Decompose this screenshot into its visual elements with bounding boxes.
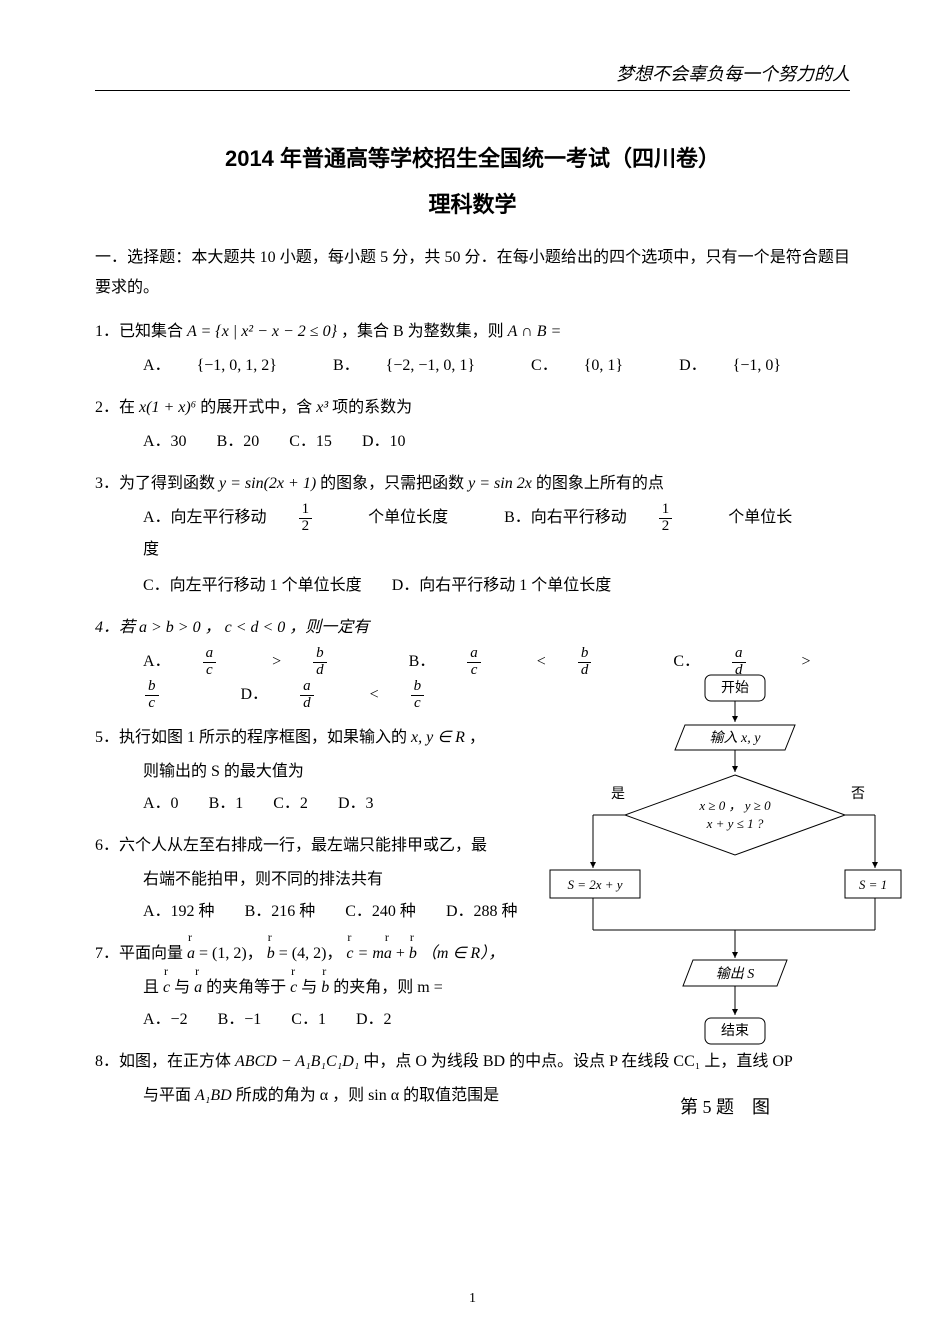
- q3-stem: 3．为了得到函数 y = sin(2x + 1) 的图象，只需把函数 y = s…: [95, 468, 850, 500]
- q3-f1: y = sin(2x + 1): [219, 475, 316, 492]
- fc-start: 开始: [721, 680, 749, 696]
- q6-optD: D．288 种: [446, 903, 518, 920]
- q6-options: A．192 种 B．216 种 C．240 种 D．288 种: [95, 896, 595, 928]
- question-5: 5．执行如图 1 所示的程序框图，如果输入的 x, y ∈ R ， 则输出的 S…: [95, 722, 595, 820]
- question-1: 1．已知集合 A = {x | x² − x − 2 ≤ 0} ，集合 B 为整…: [95, 316, 850, 382]
- q6-optC: C．240 种: [345, 903, 416, 920]
- q3-options-row1: A．向左平行移动 12 个单位长度 B．向右平行移动 12 个单位长度: [95, 502, 850, 567]
- vector-b: b: [267, 938, 275, 970]
- q7-optB: B．−1: [218, 1011, 262, 1028]
- fc-cond1: x ≥ 0 ， y ≥ 0: [698, 798, 771, 813]
- q7-stem-1: 7．平面向量 a = (1, 2)， b = (4, 2)， c = ma + …: [95, 938, 595, 970]
- q4-optD: D． ad < bc: [241, 686, 477, 703]
- q7-options: A．−2 B．−1 C．1 D．2: [95, 1004, 595, 1036]
- subject-title: 理科数学: [95, 187, 850, 219]
- q2-mid: 的展开式中，含: [200, 399, 316, 416]
- q2-optC: C．15: [289, 433, 332, 450]
- q3-pre: 3．为了得到函数: [95, 475, 219, 492]
- q7-optA: A．−2: [143, 1011, 188, 1028]
- q1-pre: 1．已知集合: [95, 323, 187, 340]
- fc-output: 输出 S: [716, 966, 755, 982]
- q5-options: A．0 B．1 C．2 D．3: [95, 788, 595, 820]
- q4-optB: B． ac < bd: [409, 653, 648, 670]
- fc-cond2: x + y ≤ 1 ?: [706, 816, 764, 831]
- q2-stem: 2．在 x(1 + x)⁶ 的展开式中，含 x³ 项的系数为: [95, 392, 850, 424]
- q1-optA: A．{−1, 0, 1, 2}: [143, 357, 303, 374]
- q3-optC: C．向左平行移动 1 个单位长度: [143, 577, 362, 594]
- q5-optC: C．2: [273, 795, 308, 812]
- fc-input: 输入 x, y: [710, 730, 762, 746]
- fc-end: 结束: [721, 1023, 749, 1039]
- q3-optA: A．向左平行移动 12 个单位长度: [143, 509, 478, 526]
- exam-title: 2014 年普通高等学校招生全国统一考试（四川卷）: [95, 141, 850, 173]
- q2-term: x³: [316, 399, 328, 416]
- q2-optB: B．20: [217, 433, 260, 450]
- q2-pre: 2．在: [95, 399, 139, 416]
- page-number: 1: [469, 1291, 476, 1307]
- q1-optD: D．{−1, 0}: [679, 357, 807, 374]
- q3-options-row2: C．向左平行移动 1 个单位长度 D．向右平行移动 1 个单位长度: [95, 570, 850, 602]
- q2-optD: D．10: [362, 433, 406, 450]
- q3-f2: y = sin 2x: [468, 475, 532, 492]
- q3-mid: 的图象，只需把函数: [320, 475, 468, 492]
- q2-post: 项的系数为: [332, 399, 412, 416]
- q1-expr: A ∩ B =: [508, 323, 562, 340]
- q6-stem-2: 右端不能拍甲，则不同的排法共有: [95, 864, 595, 896]
- flowchart-caption: 第 5 题 图: [545, 1093, 905, 1119]
- q7-optC: C．1: [291, 1011, 326, 1028]
- header-tagline: 梦想不会辜负每一个努力的人: [95, 60, 850, 91]
- q5-stem: 5．执行如图 1 所示的程序框图，如果输入的 x, y ∈ R ，: [95, 722, 595, 754]
- q4-optA: A． ac > bd: [143, 653, 383, 670]
- q6-stem-1: 6．六个人从左至右排成一行，最左端只能排甲或乙，最: [95, 830, 595, 862]
- fc-yes-label: 是: [611, 787, 625, 802]
- q5-optD: D．3: [338, 795, 374, 812]
- q2-optA: A．30: [143, 433, 187, 450]
- fc-assign-no: S = 1: [859, 877, 887, 892]
- q6-optB: B．216 种: [245, 903, 316, 920]
- q5-optB: B．1: [209, 795, 244, 812]
- q3-post: 的图象上所有的点: [536, 475, 664, 492]
- flowchart-figure: 开始 输入 x, y x ≥ 0 ， y ≥ 0 x + y ≤ 1 ? 是 S…: [545, 670, 905, 1119]
- q1-set: A = {x | x² − x − 2 ≤ 0}: [187, 323, 337, 340]
- vector-a: a: [187, 938, 195, 970]
- section-instruction: 一．选择题：本大题共 10 小题，每小题 5 分，共 50 分．在每小题给出的四…: [95, 243, 850, 304]
- question-6: 6．六个人从左至右排成一行，最左端只能排甲或乙，最 右端不能拍甲，则不同的排法共…: [95, 830, 595, 928]
- question-3: 3．为了得到函数 y = sin(2x + 1) 的图象，只需把函数 y = s…: [95, 468, 850, 603]
- q1-optB: B．{−2, −1, 0, 1}: [333, 357, 501, 374]
- q3-optD: D．向右平行移动 1 个单位长度: [392, 577, 612, 594]
- q1-mid: ，集合 B 为整数集，则: [341, 323, 508, 340]
- q7-optD: D．2: [356, 1011, 392, 1028]
- question-2: 2．在 x(1 + x)⁶ 的展开式中，含 x³ 项的系数为 A．30 B．20…: [95, 392, 850, 458]
- q6-optA: A．192 种: [143, 903, 215, 920]
- flowchart-svg: 开始 输入 x, y x ≥ 0 ， y ≥ 0 x + y ≤ 1 ? 是 S…: [545, 670, 905, 1080]
- fc-no-label: 否: [851, 787, 865, 802]
- q5-stem-2: 则输出的 S 的最大值为: [95, 756, 595, 788]
- q2-options: A．30 B．20 C．15 D．10: [95, 426, 850, 458]
- q1-stem: 1．已知集合 A = {x | x² − x − 2 ≤ 0} ，集合 B 为整…: [95, 316, 850, 348]
- vector-c: c: [346, 938, 353, 970]
- q2-expr: x(1 + x)⁶: [139, 399, 196, 416]
- q1-options: A．{−1, 0, 1, 2} B．{−2, −1, 0, 1} C．{0, 1…: [95, 350, 850, 382]
- q7-stem-2: 且 c 与 a 的夹角等于 c 与 b 的夹角，则 m =: [95, 972, 595, 1004]
- q5-optA: A．0: [143, 795, 179, 812]
- q4-stem: 4．若 a > b > 0 ， c < d < 0 ，则一定有: [95, 612, 850, 644]
- fc-assign-yes: S = 2x + y: [567, 877, 622, 892]
- q1-optC: C．{0, 1}: [531, 357, 649, 374]
- question-7: 7．平面向量 a = (1, 2)， b = (4, 2)， c = ma + …: [95, 938, 595, 1036]
